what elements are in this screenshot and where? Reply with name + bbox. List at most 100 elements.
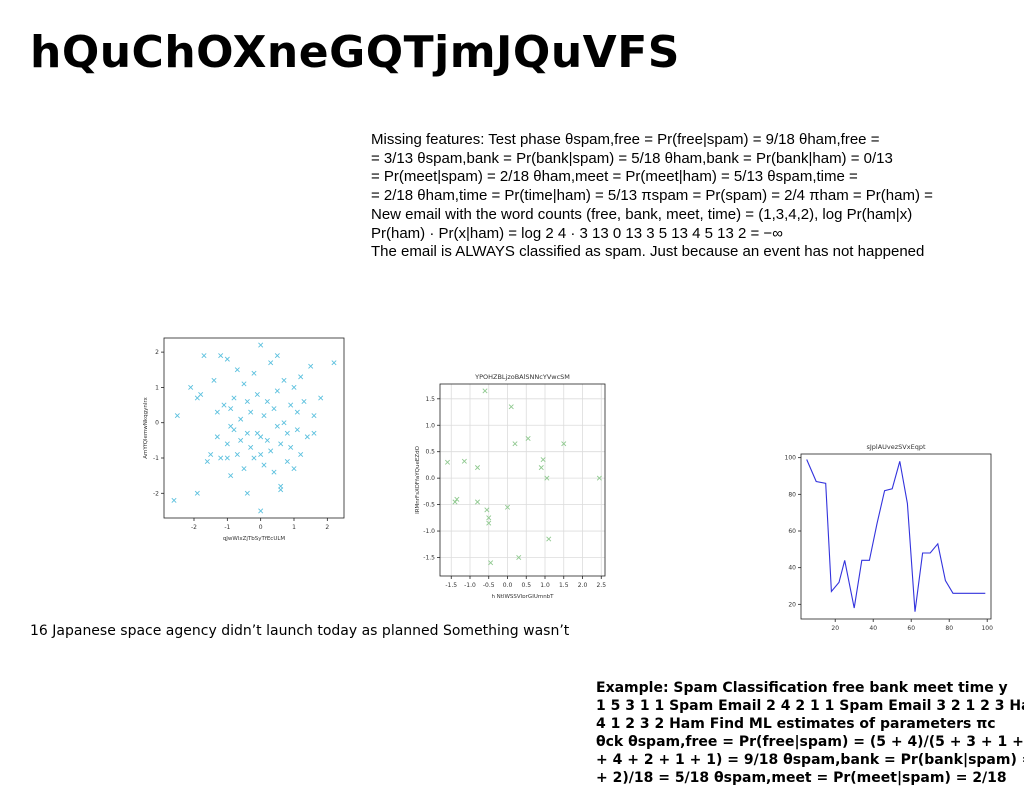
data-point [218,455,224,461]
data-point [264,399,270,405]
data-point [546,536,552,542]
data-point [171,497,177,503]
data-point [244,430,250,436]
point-stroke [271,469,277,475]
point-stroke [248,444,254,450]
y-axis-label: IRMnrFsXOFfaYQueEZdO [415,445,421,513]
data-point [474,499,481,505]
point-stroke [228,406,234,412]
data-point [211,377,217,383]
x-tick-label: 1.5 [559,582,569,589]
x-tick-label: 0.0 [503,582,513,589]
missing-features-paragraph: Missing features: Test phase θspam,free … [371,131,991,262]
text-line: New email with the word counts (free, ba… [371,205,913,223]
point-stroke [482,388,488,394]
y-tick-label: 0 [155,420,159,427]
data-point [454,496,460,502]
point-stroke [288,402,294,408]
point-stroke [596,475,602,481]
point-stroke [188,384,194,390]
point-stroke [224,441,230,447]
point-stroke [201,353,207,359]
scatter-plot-1: -2 -1 0 1 2 -2 -1 0 1 2 qJwWlxZjTbSyTfEcULM AmYfQle… [143,337,345,542]
data-point [248,409,254,415]
data-point [188,384,194,390]
point-stroke [525,435,531,441]
x-tick-label: -1.5 [445,582,457,589]
data-point [486,515,492,521]
data-point [258,342,264,348]
point-stroke [301,399,307,405]
point-stroke [271,406,277,412]
data-point [284,459,290,465]
data-point [204,459,210,465]
x-tick-label: 80 [945,625,953,632]
point-stroke [218,353,224,359]
y-tick-label: -1.0 [423,528,435,535]
point-stroke [264,399,270,405]
data-point [208,451,214,457]
data-point [241,466,247,472]
y-tick-label: 1.0 [425,422,435,429]
point-stroke [504,504,511,510]
point-stroke [228,423,234,429]
data-point [311,413,317,419]
data-point [278,441,284,447]
chart-title: sJplAUvezSVxEqpt [866,443,925,451]
data-point [484,507,490,513]
x-tick-label: 40 [869,625,877,632]
data-point [268,360,274,366]
data-point [251,370,257,376]
data-point [452,499,458,505]
data-point [271,469,277,475]
point-stroke [274,423,280,429]
text-line: = 3/13 θspam,bank = Pr(bank|spam) = 5/18… [371,149,893,167]
point-stroke [171,497,177,503]
data-point [274,423,280,429]
point-stroke [308,363,314,369]
data-point [274,388,280,394]
data-point [224,356,230,362]
point-stroke [281,420,287,426]
x-tick-label: -0.5 [483,582,495,589]
x-tick-label: -1 [224,524,230,531]
data-point [504,504,511,510]
data-point [174,413,180,419]
y-tick-label: 2 [155,349,159,356]
data-point [298,374,304,380]
data-point [264,437,270,443]
point-stroke [251,370,257,376]
y-tick-label: 0.5 [425,449,435,456]
data-point [251,455,257,461]
example-paragraph: Example: Spam Classification free bank m… [596,679,1024,787]
data-point [308,363,314,369]
point-stroke [546,536,552,542]
point-stroke [261,413,267,419]
data-point [291,384,297,390]
point-stroke [198,391,204,397]
point-stroke [288,444,294,450]
point-stroke [274,388,280,394]
data-point [291,466,297,472]
text-line: = Pr(meet|spam) = 2/18 θham,meet = Pr(me… [371,168,858,186]
point-stroke [248,409,254,415]
x-tick-label: 0.5 [521,582,531,589]
point-stroke [258,451,264,457]
text-line: θck θspam,free = Pr(free|spam) = (5 + 4)… [596,734,1024,750]
text-line: = 2/18 θham,time = Pr(time|ham) = 5/13 π… [371,187,933,205]
text-line: 4 1 2 3 2 Ham Find ML estimates of param… [596,716,996,732]
data-point [244,399,250,405]
data-point [228,406,234,412]
series-line [806,459,986,612]
point-stroke [281,377,287,383]
point-stroke [254,430,260,436]
y-tick-label: -2 [153,490,159,497]
data-point [278,487,284,493]
data-point [224,441,230,447]
data-point [318,395,324,401]
text-line: 1 5 3 1 1 Spam Email 2 4 2 1 1 Spam Emai… [596,698,1024,714]
line-chart: 20 40 60 80 100 20 40 60 80 100 sJplAUvezSVxEqpt [785,443,994,632]
data-point [294,427,300,433]
point-stroke [311,430,317,436]
data-point [261,413,267,419]
